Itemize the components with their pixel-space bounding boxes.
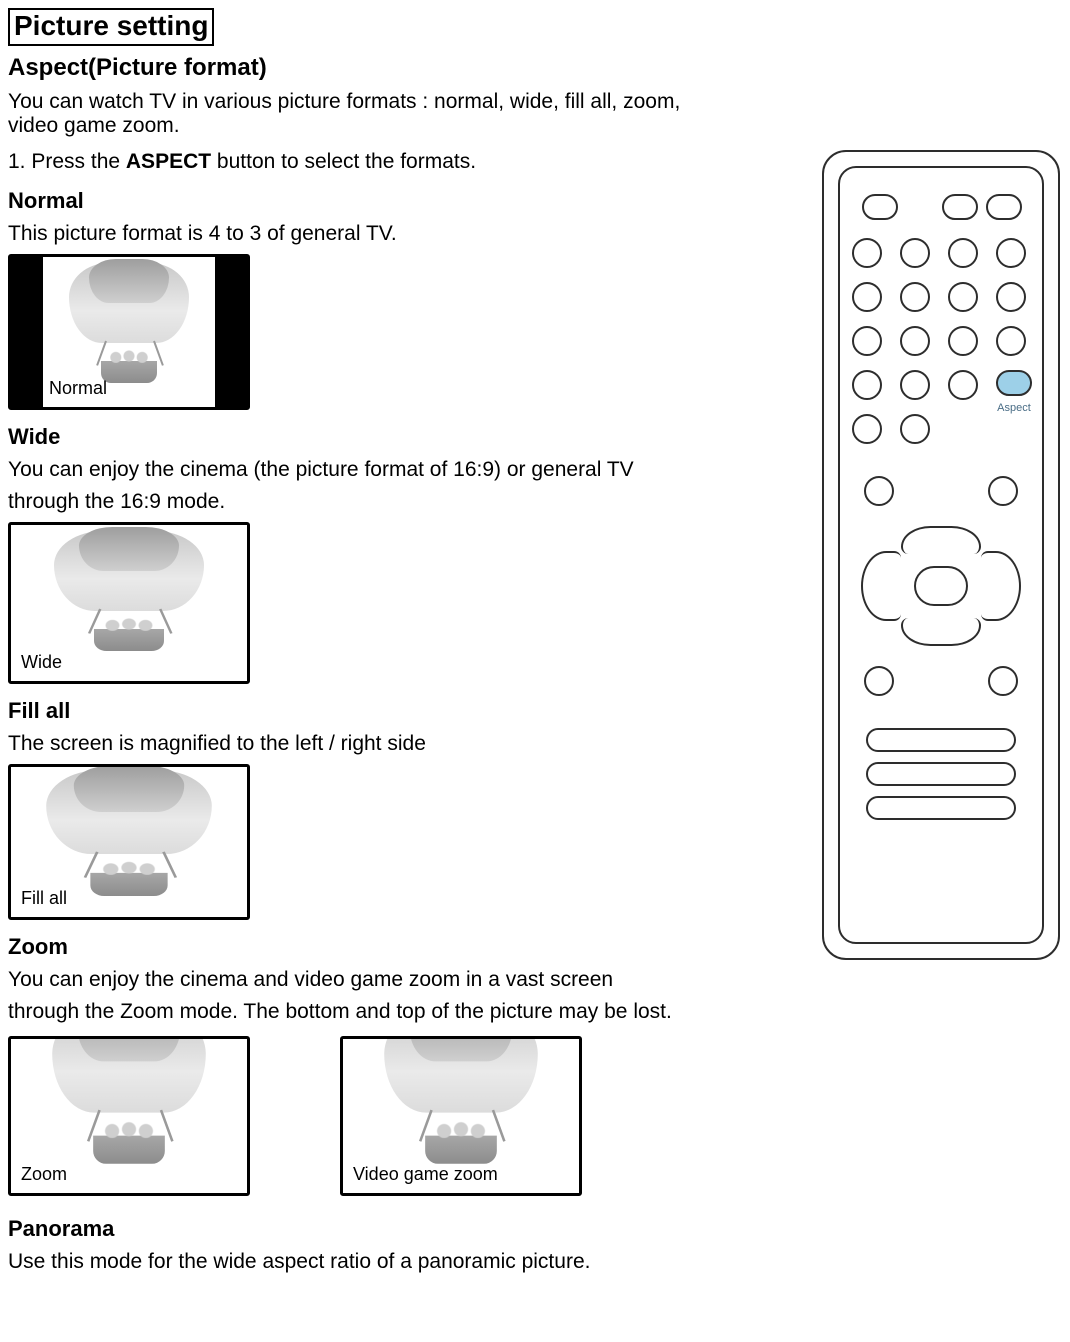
remote-control: Aspect (822, 150, 1060, 960)
mode-zoom-heading: Zoom (8, 934, 728, 960)
remote-button[interactable] (852, 414, 882, 444)
page-title: Picture setting (8, 8, 214, 46)
dpad-left[interactable] (861, 551, 901, 621)
step-1: 1. Press the ASPECT button to select the… (8, 150, 728, 174)
dpad-right[interactable] (981, 551, 1021, 621)
mode-wide-desc-1: You can enjoy the cinema (the picture fo… (8, 458, 728, 482)
osd-wide: Wide (21, 652, 62, 673)
dpad-down[interactable] (901, 618, 981, 646)
mode-fillall-desc: The screen is magnified to the left / ri… (8, 732, 728, 756)
remote-button[interactable] (986, 194, 1022, 220)
osd-zoom: Zoom (21, 1164, 67, 1185)
mode-zoom-desc-1: You can enjoy the cinema and video game … (8, 968, 728, 992)
illustration-fillall: Fill all (8, 764, 250, 920)
remote-aspect-label: Aspect (997, 402, 1031, 414)
remote-button[interactable] (864, 476, 894, 506)
intro-text: You can watch TV in various picture form… (8, 90, 728, 138)
remote-wide-button[interactable] (866, 728, 1016, 752)
mode-panorama-heading: Panorama (8, 1216, 728, 1242)
step-1-bold: ASPECT (126, 150, 211, 173)
remote-button[interactable] (996, 238, 1026, 268)
mode-zoom-desc-2: through the Zoom mode. The bottom and to… (8, 1000, 728, 1024)
remote-button[interactable] (900, 414, 930, 444)
remote-button[interactable] (852, 370, 882, 400)
mode-normal-desc: This picture format is 4 to 3 of general… (8, 222, 728, 246)
remote-button[interactable] (988, 666, 1018, 696)
remote-wide-button[interactable] (866, 796, 1016, 820)
osd-normal: Normal (49, 378, 107, 399)
mode-wide-heading: Wide (8, 424, 728, 450)
remote-button[interactable] (862, 194, 898, 220)
illustration-normal: Normal (8, 254, 250, 410)
step-1-prefix: 1. Press the (8, 150, 126, 173)
mode-normal-heading: Normal (8, 188, 728, 214)
remote-button[interactable] (900, 282, 930, 312)
remote-button[interactable] (948, 282, 978, 312)
remote-button[interactable] (942, 194, 978, 220)
remote-button[interactable] (948, 370, 978, 400)
osd-video-game-zoom: Video game zoom (353, 1164, 498, 1185)
illustration-wide: Wide (8, 522, 250, 684)
remote-wide-button[interactable] (866, 762, 1016, 786)
remote-button[interactable] (900, 238, 930, 268)
remote-dpad (861, 526, 1021, 646)
dpad-ok[interactable] (914, 566, 968, 606)
remote-button[interactable] (996, 326, 1026, 356)
remote-button[interactable] (948, 238, 978, 268)
remote-button[interactable] (900, 370, 930, 400)
remote-button[interactable] (864, 666, 894, 696)
osd-fillall: Fill all (21, 888, 67, 909)
mode-panorama-desc: Use this mode for the wide aspect ratio … (8, 1250, 728, 1274)
illustration-zoom: Zoom (8, 1036, 250, 1196)
remote-button[interactable] (996, 282, 1026, 312)
mode-wide-desc-2: through the 16:9 mode. (8, 490, 728, 514)
remote-button[interactable] (852, 326, 882, 356)
step-1-suffix: button to select the formats. (211, 150, 476, 173)
remote-button[interactable] (852, 238, 882, 268)
remote-aspect-button[interactable]: Aspect (996, 370, 1032, 396)
remote-button[interactable] (852, 282, 882, 312)
mode-fillall-heading: Fill all (8, 698, 728, 724)
dpad-up[interactable] (901, 526, 981, 554)
illustration-video-game-zoom: Video game zoom (340, 1036, 582, 1196)
section-subtitle: Aspect(Picture format) (8, 54, 728, 82)
remote-button[interactable] (900, 326, 930, 356)
remote-button[interactable] (948, 326, 978, 356)
remote-button[interactable] (988, 476, 1018, 506)
